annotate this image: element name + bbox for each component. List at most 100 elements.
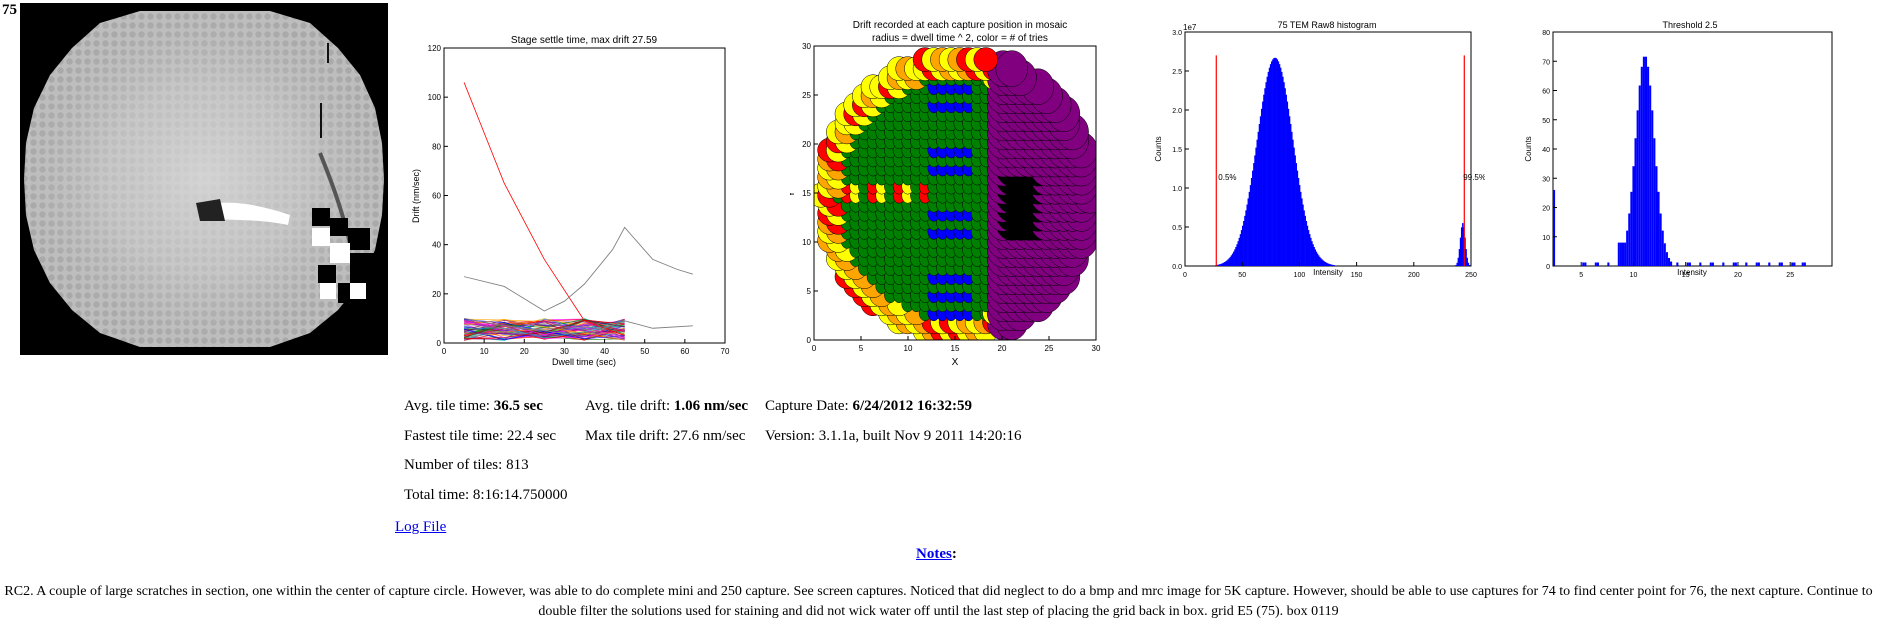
threshold-bar	[1732, 262, 1735, 266]
number-of-tiles: Number of tiles: 813	[404, 457, 529, 473]
x-tick-label: 25	[1786, 272, 1794, 278]
y-tick-label: 0	[807, 336, 812, 345]
histogram-bar	[1249, 185, 1252, 266]
histogram-bar	[1464, 237, 1466, 266]
threshold-bar	[1642, 56, 1645, 266]
histogram-bar	[1466, 257, 1468, 266]
drift-series-line	[463, 317, 693, 337]
notes-link[interactable]: Notes	[916, 546, 952, 562]
histogram-bar	[1225, 261, 1227, 266]
y-tick-label: 120	[428, 44, 442, 53]
histogram-bar	[1273, 58, 1275, 266]
y-tick-label: 20	[802, 140, 811, 149]
histogram-bar	[1302, 204, 1304, 266]
histogram-bar	[1252, 170, 1254, 266]
chart-title: Threshold 2.5	[1662, 20, 1717, 30]
chart-title-line2: radius = dwell time ^ 2, color = # of tr…	[872, 33, 1048, 44]
histogram-bar	[1467, 262, 1470, 266]
histogram-bar	[1468, 264, 1471, 266]
y-tick-label: 3.0	[1172, 30, 1182, 37]
threshold-bar	[1791, 262, 1794, 266]
threshold-bar	[1699, 262, 1702, 266]
histogram-bar	[1296, 170, 1299, 266]
y-tick-labels: 0 10 20 30 40 50 60 70 80	[1542, 30, 1557, 271]
histogram-bar	[1282, 76, 1284, 267]
x-axis-label: Dwell time (sec)	[552, 357, 616, 367]
x-axis-label: Intensity	[1313, 268, 1343, 277]
capture-position-markers	[814, 47, 1096, 340]
threshold-bar	[1665, 252, 1668, 266]
threshold-bar	[1640, 66, 1643, 266]
histogram-bar	[1221, 263, 1224, 266]
histogram-bar	[1230, 255, 1233, 266]
threshold-bar	[1780, 262, 1783, 266]
histogram-bar	[1312, 244, 1314, 266]
x-tick-label: 60	[680, 347, 689, 356]
y-tick-label: 0	[437, 339, 442, 348]
threshold-bars	[1553, 56, 1806, 267]
log-file-link[interactable]: Log File	[395, 519, 447, 535]
threshold-bar	[1722, 262, 1725, 266]
y-tick-label: 5	[807, 287, 812, 296]
threshold-bar	[1624, 242, 1627, 266]
threshold-bar	[1745, 262, 1748, 266]
threshold-histogram-chart: Threshold 2.5 5 10 15 20 25 0 10 20 30 40 50 60 70 8…	[1525, 20, 1833, 278]
histogram-bar	[1323, 261, 1325, 266]
histogram-bar	[1239, 234, 1242, 266]
mosaic-drift-chart: Drift recorded at each capture position …	[790, 20, 1101, 368]
tile-number-label: 75	[2, 2, 17, 18]
threshold-bar	[1607, 262, 1610, 266]
threshold-bar	[1626, 230, 1629, 266]
chart-title: Stage settle time, max drift 27.59	[511, 35, 658, 46]
histogram-bar	[1285, 94, 1287, 266]
x-tick-label: 0	[442, 347, 447, 356]
x-tick-label: 200	[1408, 272, 1420, 278]
histogram-bar	[1457, 257, 1460, 266]
drift-series-line	[463, 319, 625, 336]
y-axis-label: Counts	[1525, 136, 1533, 161]
histogram-bar	[1283, 82, 1285, 266]
avg-tile-time: Avg. tile time: 36.5 sec	[404, 398, 543, 414]
histogram-bar	[1227, 259, 1229, 266]
histogram-bar	[1279, 67, 1282, 266]
histogram-bar	[1305, 220, 1308, 266]
threshold-bar	[1663, 243, 1666, 266]
histogram-bar	[1257, 131, 1260, 266]
avg-tile-time-value: 36.5 sec	[493, 398, 543, 414]
y-tick-label: 60	[1542, 89, 1550, 96]
histogram-bar	[1319, 256, 1321, 266]
y-tick-labels: 0 5 10 15 20 25 30	[802, 42, 818, 345]
y-tick-label: 20	[432, 290, 441, 299]
histogram-bar	[1322, 260, 1324, 266]
histogram-bar	[1233, 251, 1235, 266]
high-percentile-label: 99.5%	[1463, 173, 1485, 182]
plot-area	[1552, 31, 1833, 267]
histogram-bar	[1266, 76, 1268, 267]
plot-area	[443, 47, 726, 344]
y-tick-label: 2.0	[1172, 108, 1182, 115]
histogram-bar	[1310, 237, 1312, 266]
capture-date: Capture Date: 6/24/2012 16:32:59	[765, 398, 973, 414]
x-tick-label: 50	[1238, 272, 1246, 278]
histogram-bar	[1238, 237, 1241, 266]
y-tick-label: 100	[428, 93, 442, 102]
histogram-bar	[1326, 263, 1329, 266]
y-tick-label: 1.5	[1172, 147, 1182, 154]
x-tick-label: 30	[560, 347, 569, 356]
y-tick-labels: 0.0 0.5 1.0 1.5 2.0 2.5 3.0	[1172, 30, 1189, 271]
notes-text: RC2. A couple of large scratches in sect…	[4, 584, 1873, 619]
threshold-bar	[1755, 262, 1758, 266]
histogram-bar	[1315, 251, 1318, 266]
histogram-bar	[1306, 225, 1309, 266]
y-tick-label: 60	[432, 192, 441, 201]
y-tick-label: 10	[1542, 235, 1550, 242]
drift-series-line	[463, 322, 625, 333]
stage-settle-chart: Stage settle time, max drift 27.59 0 10 20…	[411, 35, 730, 367]
x-tick-label: 150	[1351, 272, 1363, 278]
y-tick-label: 80	[432, 142, 441, 151]
threshold-bar	[1553, 189, 1556, 266]
threshold-bar	[1657, 191, 1660, 266]
x-tick-labels: 0 5 10 15 20 25 30	[812, 336, 1101, 353]
drift-series-line	[463, 82, 625, 337]
drift-series-line	[464, 319, 625, 340]
